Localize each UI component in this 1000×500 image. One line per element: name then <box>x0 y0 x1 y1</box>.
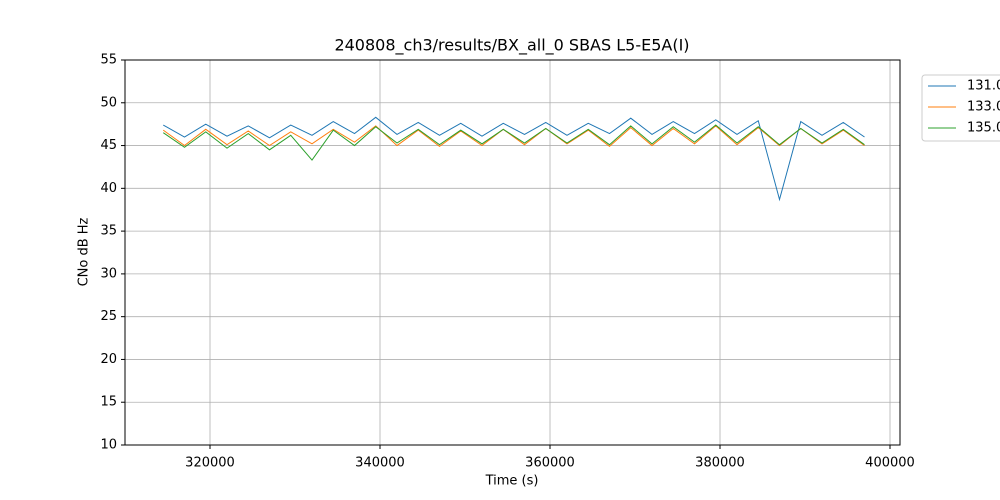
x-tick-label: 360000 <box>525 456 575 471</box>
x-tick-label: 320000 <box>185 456 235 471</box>
series-line <box>162 125 865 148</box>
y-tick-label: 45 <box>100 138 117 153</box>
legend-label: 131.0 <box>967 79 1000 94</box>
x-axis-label: Time (s) <box>485 474 539 489</box>
y-tick-label: 25 <box>100 309 117 324</box>
y-tick-label: 10 <box>100 438 117 453</box>
x-tick-label: 380000 <box>695 456 745 471</box>
series-line <box>163 116 865 202</box>
legend-label: 133.0 <box>967 100 1000 115</box>
x-tick-label: 400000 <box>865 456 915 471</box>
legend-box <box>921 74 1000 142</box>
y-tick-label: 40 <box>100 181 117 196</box>
chart-title: 240808_ch3/results/BX_all_0 SBAS L5-E5A(… <box>334 36 689 56</box>
y-tick-label: 15 <box>100 395 117 410</box>
x-tick-label: 340000 <box>355 456 405 471</box>
y-tick-label: 30 <box>100 266 117 281</box>
y-tick-label: 50 <box>100 95 117 110</box>
legend-label: 135.0 <box>967 121 1000 136</box>
y-tick-label: 35 <box>100 224 117 239</box>
plot-frame <box>124 59 901 446</box>
y-axis-label: CNo dB Hz <box>77 217 92 286</box>
y-tick-label: 20 <box>100 352 117 367</box>
series-line <box>162 124 865 161</box>
y-tick-label: 55 <box>100 53 117 68</box>
